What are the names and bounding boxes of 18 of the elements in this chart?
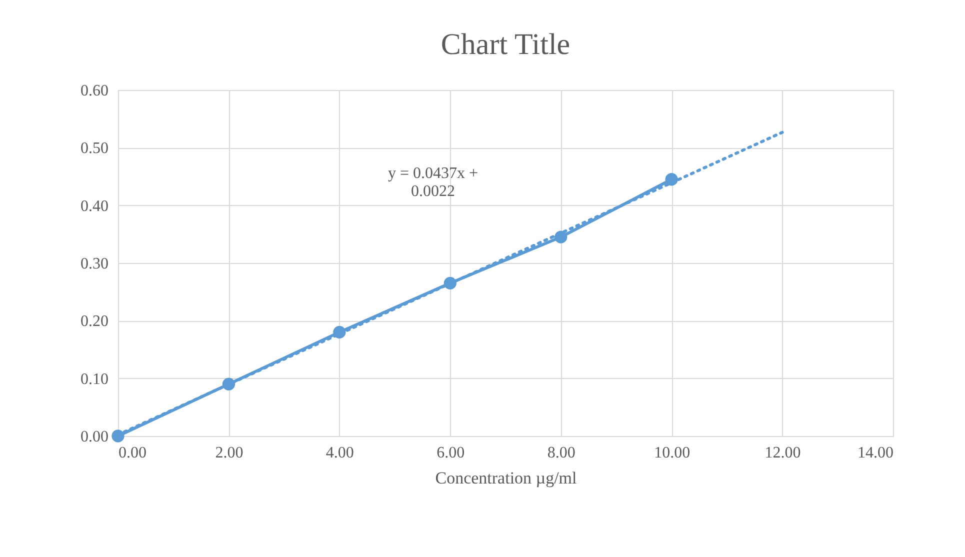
- chart-title: Chart Title: [440, 28, 570, 61]
- x-tick-label: 2.00: [215, 444, 244, 462]
- x-tick-label: 12.00: [764, 444, 801, 462]
- y-tick-label: 0.40: [80, 198, 108, 215]
- y-tick-label: 0.00: [80, 428, 108, 446]
- y-tick-label: 0.10: [80, 370, 108, 388]
- x-tick-label: 8.00: [547, 444, 576, 462]
- y-tick-label: 0.30: [80, 256, 108, 272]
- x-tick-label: 4.00: [326, 444, 354, 462]
- x-tick-label: 10.00: [654, 444, 690, 462]
- x-axis-title: Concentration µg/ml: [435, 468, 578, 488]
- annotation: y = 0.0437x + 0.0022: [388, 165, 478, 200]
- x-tick-label: 0.00: [118, 444, 146, 462]
- x-tick-label: 14.00: [858, 444, 894, 462]
- y-tick-label: 0.20: [80, 313, 108, 330]
- y-tick-label: 0.50: [80, 140, 108, 158]
- y-tick-label: 0.60: [80, 82, 108, 100]
- x-tick-label: 6.00: [436, 444, 465, 462]
